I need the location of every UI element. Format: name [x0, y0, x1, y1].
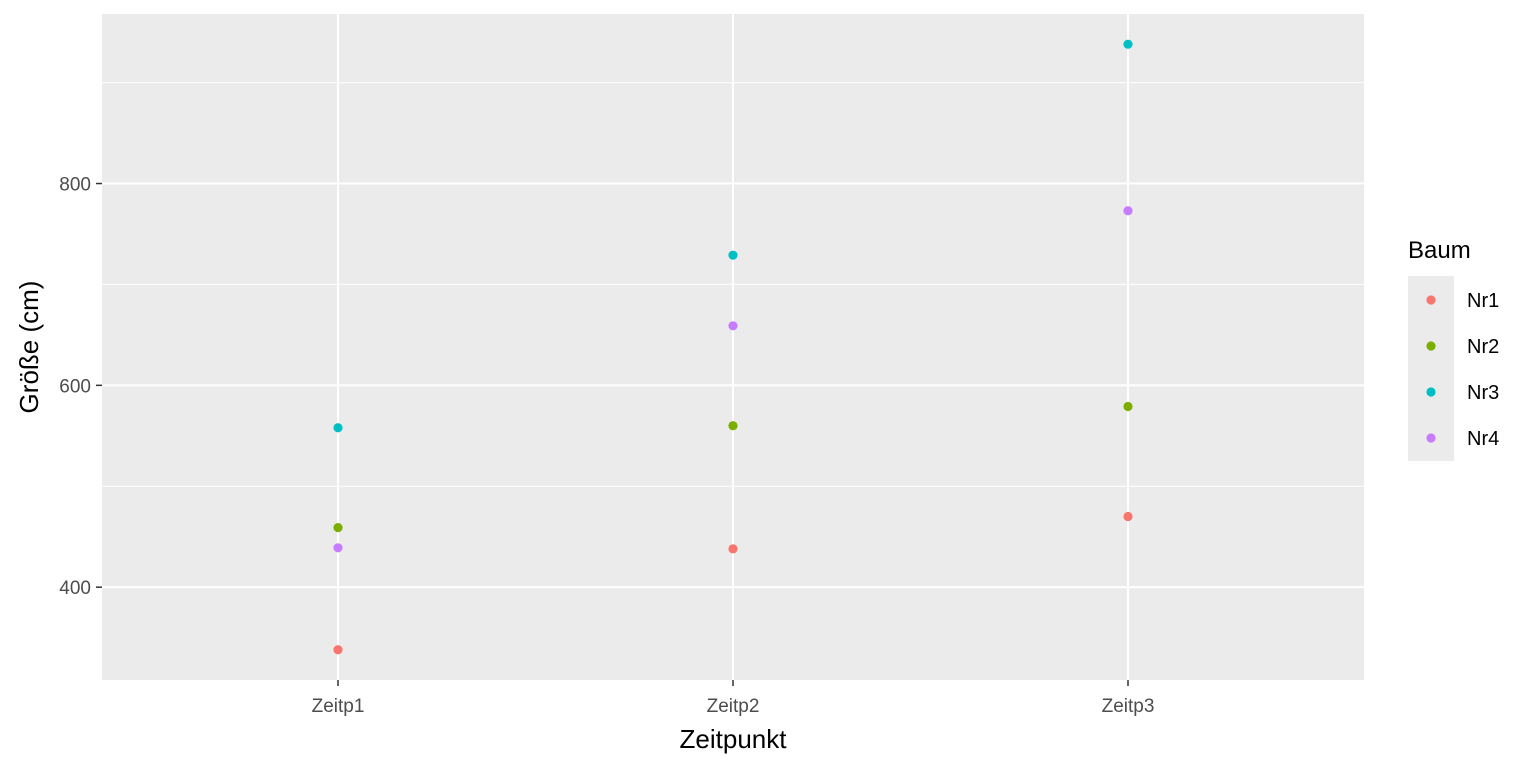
data-point-nr4	[333, 543, 343, 553]
legend-label-nr4: Nr4	[1467, 428, 1499, 450]
data-point-nr2	[1123, 401, 1133, 412]
y-tick-label: 800	[59, 175, 91, 196]
legend-key-nr4	[1426, 433, 1436, 443]
legend: Baum Nr1 Nr2 Nr3 Nr4	[1408, 237, 1499, 461]
data-point-nr4	[1123, 206, 1133, 216]
y-axis-title: Größe (cm)	[14, 281, 44, 414]
legend-label-nr3: Nr3	[1467, 382, 1499, 404]
legend-label-nr1: Nr1	[1467, 290, 1499, 312]
x-axis-title: Zeitpunkt	[680, 724, 788, 754]
data-point-nr3	[333, 423, 343, 433]
data-points	[333, 39, 1133, 655]
legend-items: Nr1 Nr2 Nr3 Nr4	[1426, 290, 1499, 450]
x-tick-label: Zeitp2	[707, 696, 760, 717]
data-point-nr2	[728, 421, 738, 431]
data-point-nr2	[333, 523, 343, 533]
y-axis-ticks: 400 600 800	[59, 175, 102, 599]
data-point-nr3	[1123, 39, 1133, 49]
data-point-nr1	[1123, 511, 1133, 522]
data-point-nr4	[728, 321, 738, 331]
data-point-nr1	[333, 645, 343, 655]
legend-key-nr1	[1426, 295, 1436, 305]
grid-major	[102, 14, 1364, 680]
legend-title: Baum	[1408, 237, 1471, 264]
legend-key-nr2	[1426, 341, 1436, 351]
y-tick-label: 600	[59, 376, 91, 397]
x-tick-label: Zeitp1	[312, 696, 365, 717]
legend-label-nr2: Nr2	[1467, 336, 1499, 358]
data-point-nr1	[728, 544, 738, 554]
x-tick-label: Zeitp3	[1102, 696, 1155, 717]
y-tick-label: 400	[59, 578, 91, 599]
data-point-nr3	[728, 250, 738, 260]
legend-key-background	[1408, 276, 1454, 461]
x-axis-ticks: Zeitp1 Zeitp2 Zeitp3	[312, 680, 1155, 717]
legend-key-nr3	[1426, 387, 1436, 397]
